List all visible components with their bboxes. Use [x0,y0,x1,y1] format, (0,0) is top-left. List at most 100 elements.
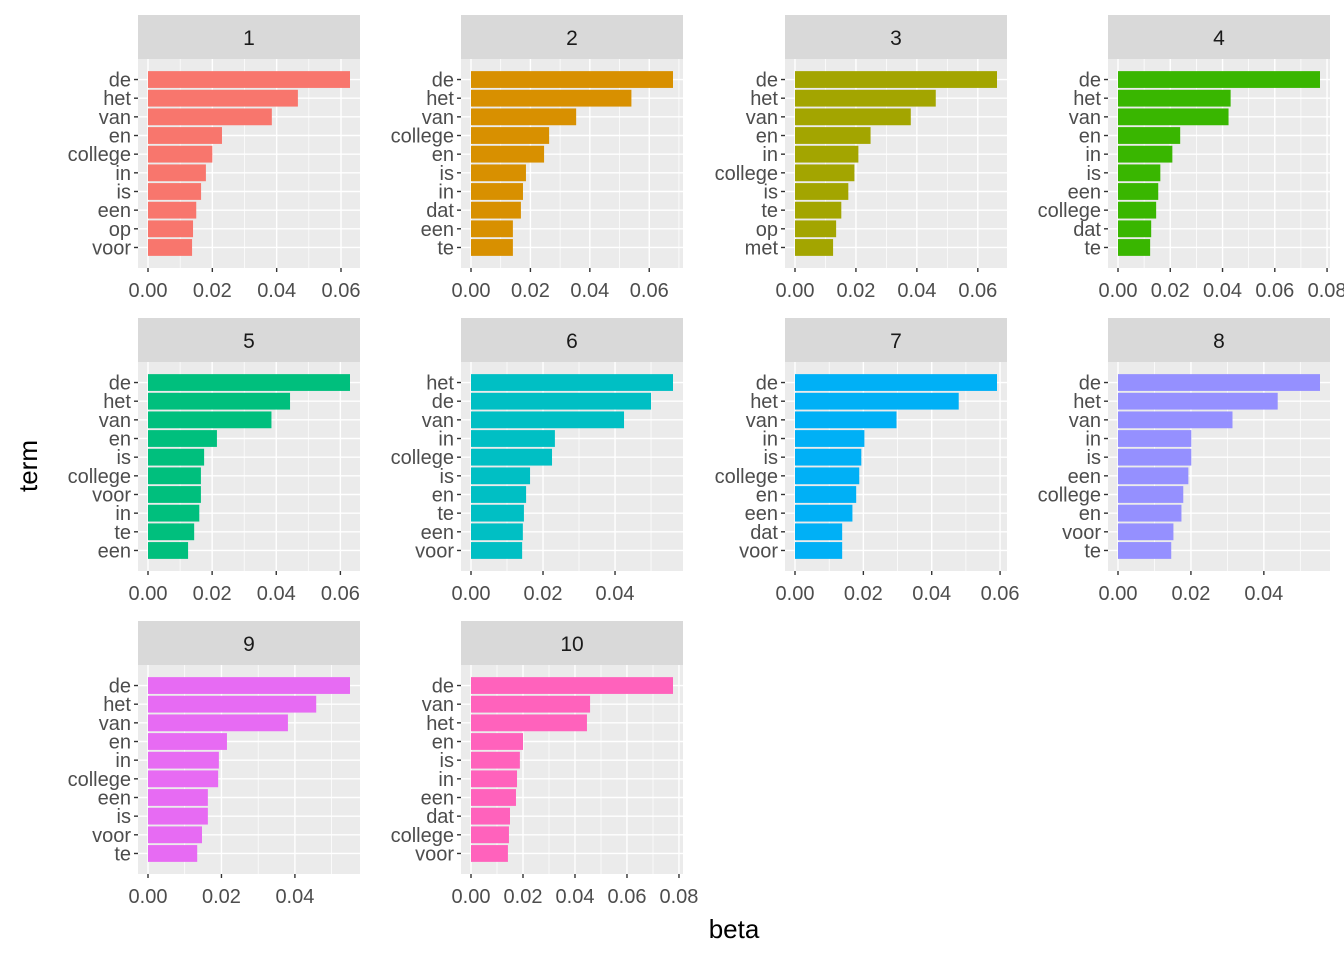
bar-en [1118,127,1181,144]
y-tick-label: een [421,787,454,809]
bar-het [471,89,632,107]
bar-een [148,542,189,559]
facet-strip [461,621,683,665]
y-tick-label: van [99,107,131,129]
x-tick-label: 0.02 [193,280,232,302]
y-tick-label: in [1085,144,1101,166]
bar-van [148,411,272,429]
y-tick-label: college [68,466,131,488]
y-tick-label: in [1085,429,1101,451]
bar-de [1118,374,1320,391]
y-tick-label: en [756,484,778,506]
bar-een [1118,467,1189,485]
bar-de [148,374,350,391]
x-tick-label: 0.00 [776,583,815,605]
y-tick-label: en [109,732,131,754]
y-tick-label: college [391,126,454,148]
x-tick-label: 0.04 [275,886,314,908]
y-tick-label: en [432,144,454,166]
bar-college [1118,486,1184,503]
x-tick-label: 0.04 [1244,583,1283,605]
bar-in [1118,145,1173,163]
bar-is [148,807,208,825]
x-tick-label: 0.06 [958,280,997,302]
y-tick-label: voor [92,484,131,506]
y-tick-label: is [117,447,131,469]
y-tick-label: te [761,200,778,222]
bar-van [148,714,288,732]
bar-van [148,108,272,126]
x-tick-label: 0.02 [524,583,563,605]
x-tick-label: 0.00 [1099,583,1138,605]
y-tick-label: een [1068,181,1101,203]
bar-op [148,220,194,238]
y-tick-label: te [437,503,454,525]
y-tick-label: de [756,373,778,395]
x-tick-label: 0.00 [776,280,815,302]
bar-in [148,164,206,182]
x-tick-label: 0.04 [897,280,936,302]
y-tick-label: de [756,70,778,92]
bar-te [1118,542,1172,559]
facet-panel-7: 7 0.00 0.02 0.04 0.06 dehetvaniniscollegeenee… [715,318,1020,605]
bar-is [471,164,526,182]
y-tick-label: college [1038,484,1101,506]
y-tick-label: is [764,181,778,203]
bar-de [1118,71,1320,88]
bar-het [148,89,298,107]
facet-strip-label: 2 [566,27,578,50]
x-tick-label: 0.06 [321,583,360,605]
facet-strip [785,318,1007,362]
x-tick-label: 0.02 [504,886,543,908]
y-tick-label: van [422,694,454,716]
y-tick-label: dat [426,200,454,222]
bar-en [1118,504,1182,522]
bar-en [148,430,217,447]
y-tick-label: is [440,750,454,772]
x-tick-label: 0.06 [981,583,1020,605]
x-tick-label: 0.02 [202,886,241,908]
y-tick-label: in [115,503,131,525]
facet-panel-8: 8 0.00 0.02 0.04 dehetvaniniseencollegeenvoo… [1038,318,1330,605]
x-tick-label: 0.04 [570,280,609,302]
y-tick-label: van [1069,410,1101,432]
y-tick-label: te [437,237,454,259]
bar-voor [148,486,201,503]
bar-de [795,374,997,391]
bar-van [795,108,911,126]
bar-voor [795,542,843,559]
facet-panel-10: 10 0.00 0.02 0.04 0.06 0.08 devanhetenisineend… [391,621,698,908]
y-tick-label: van [422,410,454,432]
y-tick-label: een [98,540,131,562]
y-tick-label: het [750,391,778,413]
facet-strip [138,15,360,59]
bar-het [471,714,587,732]
y-tick-label: op [109,219,131,241]
y-tick-label: voor [739,540,778,562]
y-tick-label: te [1084,540,1101,562]
facet-panel-3: 3 0.00 0.02 0.04 0.06 dehetvanenincollegeiste… [715,15,1007,302]
facet-panel-9: 9 0.00 0.02 0.04 dehetvanenincollegeeenisvoo… [68,621,360,908]
y-tick-label: een [98,787,131,809]
x-tick-label: 0.06 [322,280,361,302]
bar-college [471,127,550,144]
bar-voor [148,826,202,844]
bar-college [471,826,509,844]
y-tick-label: de [109,373,131,395]
y-tick-label: te [1084,237,1101,259]
bar-dat [795,523,843,541]
bar-dat [471,807,510,825]
y-tick-label: college [1038,200,1101,222]
x-tick-label: 0.00 [129,886,168,908]
y-tick-label: is [764,447,778,469]
y-tick-label: college [391,825,454,847]
facet-strip-label: 3 [890,27,902,50]
bar-dat [471,201,521,219]
bar-is [471,751,520,769]
facet-strip-label: 10 [560,633,583,656]
bar-een [1118,183,1159,200]
y-tick-label: en [756,126,778,148]
facet-panel-5: 5 0.00 0.02 0.04 0.06 dehetvaneniscollegevoor… [68,318,360,605]
x-axis-title: beta [709,914,760,944]
bar-het [1118,89,1231,107]
